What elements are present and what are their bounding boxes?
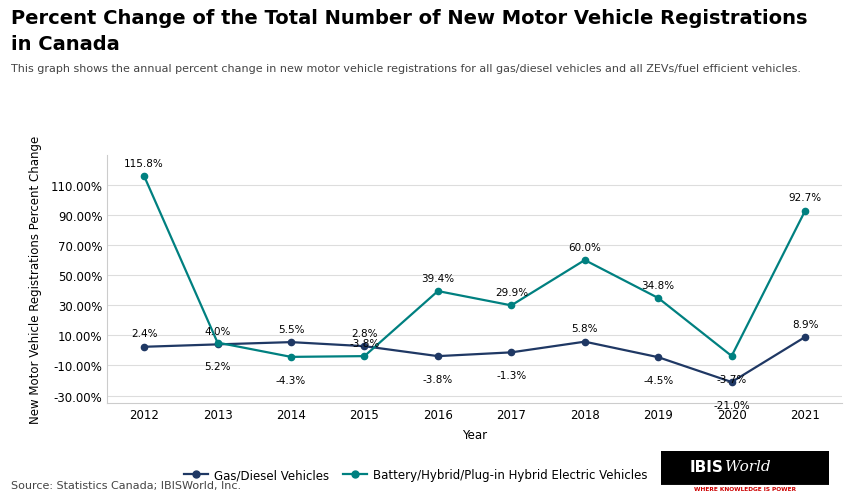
Text: IBIS: IBIS bbox=[690, 459, 723, 474]
Text: -4.3%: -4.3% bbox=[276, 375, 306, 385]
Text: 5.2%: 5.2% bbox=[204, 361, 231, 371]
FancyBboxPatch shape bbox=[653, 450, 838, 485]
Y-axis label: New Motor Vehicle Registrations Percent Change: New Motor Vehicle Registrations Percent … bbox=[29, 135, 42, 423]
Text: 2.4%: 2.4% bbox=[131, 329, 157, 339]
Text: 2.8%: 2.8% bbox=[351, 328, 378, 338]
Text: 29.9%: 29.9% bbox=[495, 288, 528, 298]
Text: 5.5%: 5.5% bbox=[277, 324, 304, 334]
Text: 92.7%: 92.7% bbox=[789, 193, 822, 203]
Text: Source: Statistics Canada; IBISWorld, Inc.: Source: Statistics Canada; IBISWorld, In… bbox=[11, 480, 241, 490]
Text: 5.8%: 5.8% bbox=[571, 324, 598, 334]
Text: 34.8%: 34.8% bbox=[642, 280, 675, 290]
Text: 60.0%: 60.0% bbox=[569, 242, 601, 252]
Text: This graph shows the annual percent change in new motor vehicle registrations fo: This graph shows the annual percent chan… bbox=[11, 64, 801, 74]
Text: -3.7%: -3.7% bbox=[716, 374, 746, 384]
Text: -1.3%: -1.3% bbox=[497, 371, 527, 381]
Text: -4.5%: -4.5% bbox=[643, 375, 673, 385]
Text: WHERE KNOWLEDGE IS POWER: WHERE KNOWLEDGE IS POWER bbox=[694, 486, 796, 491]
Legend: Gas/Diesel Vehicles, Battery/Hybrid/Plug-in Hybrid Electric Vehicles: Gas/Diesel Vehicles, Battery/Hybrid/Plug… bbox=[180, 464, 652, 486]
Text: World: World bbox=[725, 459, 771, 473]
Text: 115.8%: 115.8% bbox=[125, 158, 164, 168]
Text: 8.9%: 8.9% bbox=[792, 319, 819, 329]
Text: -3.8%: -3.8% bbox=[423, 374, 453, 384]
X-axis label: Year: Year bbox=[462, 428, 487, 441]
Text: Percent Change of the Total Number of New Motor Vehicle Registrations: Percent Change of the Total Number of Ne… bbox=[11, 9, 807, 28]
Text: 39.4%: 39.4% bbox=[421, 273, 454, 283]
Text: in Canada: in Canada bbox=[11, 35, 120, 54]
Text: -21.0%: -21.0% bbox=[713, 400, 750, 410]
Text: 4.0%: 4.0% bbox=[204, 326, 231, 336]
Text: -3.8%: -3.8% bbox=[350, 338, 380, 348]
